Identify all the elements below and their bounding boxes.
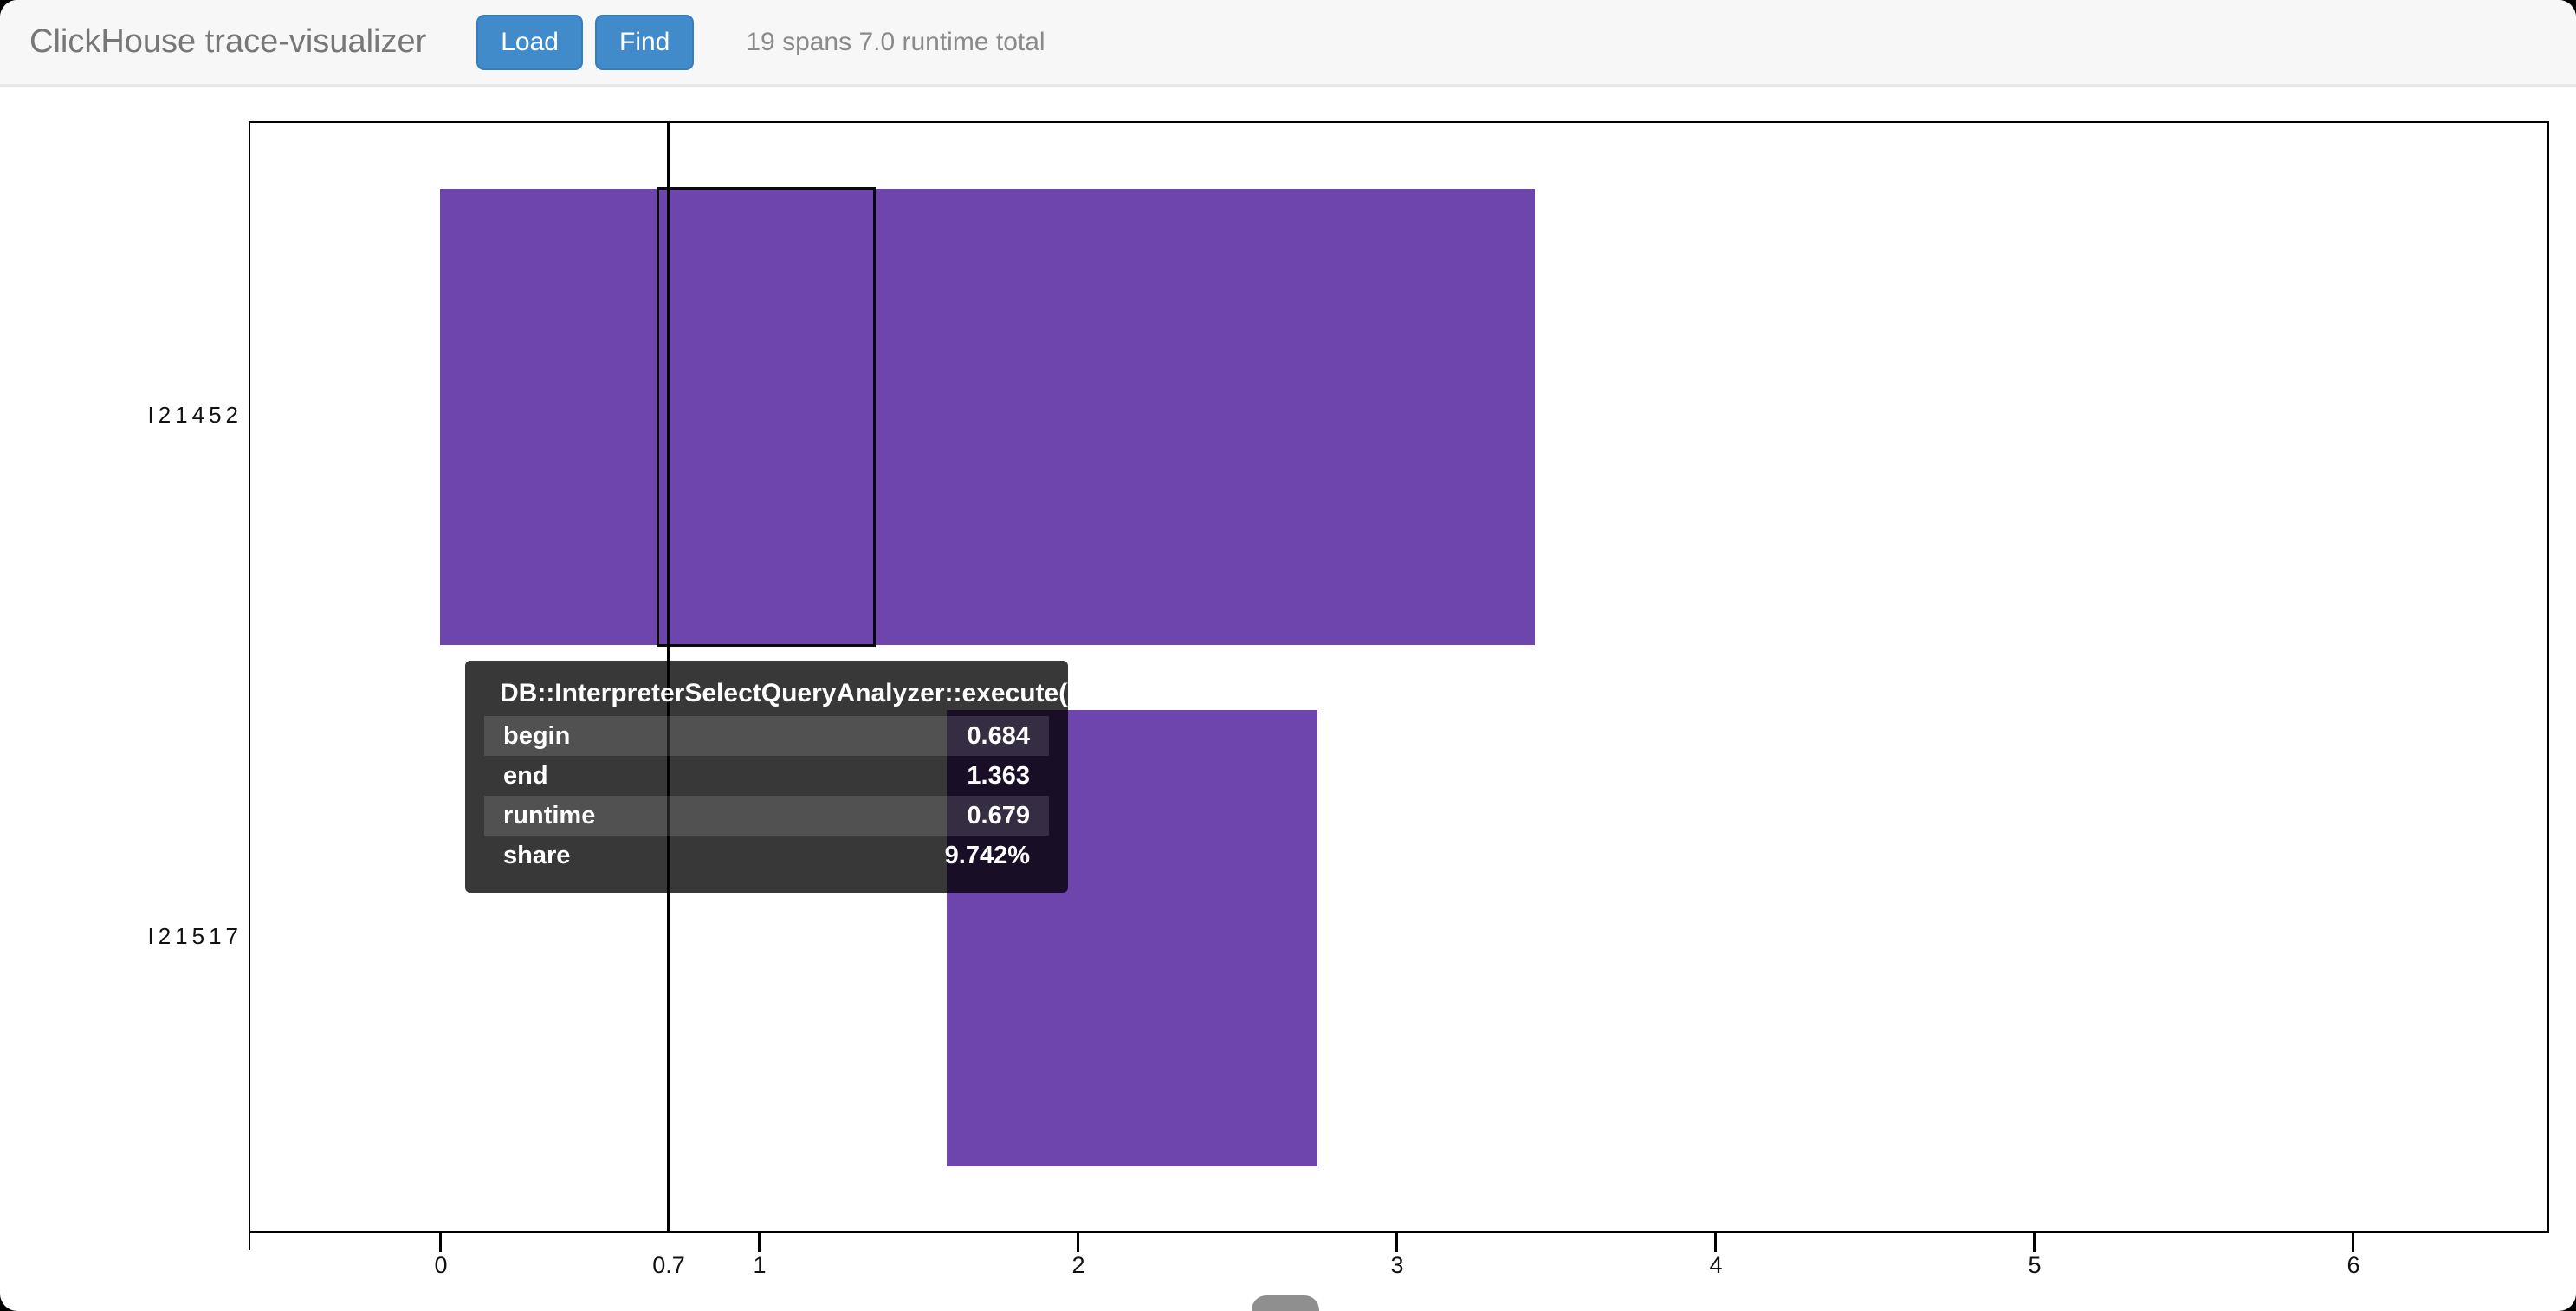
x-tick-mark-1 (758, 1233, 761, 1252)
x-tick-mark-4 (1714, 1233, 1717, 1252)
navbar: ClickHouse trace-visualizer Load Find 19… (0, 0, 2576, 87)
tooltip-row-runtime: runtime 0.679 (484, 796, 1049, 836)
axis-left-outer-tick (249, 1233, 250, 1250)
x-tick-label-3: 3 (1390, 1252, 1404, 1278)
tooltip-end-label: end (503, 761, 548, 790)
app-title: ClickHouse trace-visualizer (29, 23, 427, 60)
y-axis-label-thread-1: I21452 (147, 402, 243, 428)
x-tick-mark-3 (1395, 1233, 1398, 1252)
x-tick-label-0: 0 (434, 1252, 448, 1278)
x-tick-label-6: 6 (2346, 1252, 2360, 1278)
span-tooltip: DB::InterpreterSelectQueryAnalyzer::exec… (465, 661, 1077, 893)
tooltip-row-share: share 9.742% (484, 836, 1049, 875)
tooltip-share-value: 9.742% (944, 841, 1030, 869)
x-tick-label-5: 5 (2028, 1252, 2042, 1278)
x-tick-label-2: 2 (1071, 1252, 1085, 1278)
tooltip-row-end: end 1.363 (484, 756, 1049, 796)
y-axis-label-thread-2: I21517 (147, 923, 243, 949)
tooltip-begin-value: 0.684 (967, 721, 1030, 750)
x-tick-label-4: 4 (1709, 1252, 1723, 1278)
span-bar-thread-I21452[interactable] (440, 189, 1535, 645)
find-button[interactable]: Find (595, 14, 695, 70)
status-text: 19 spans 7.0 runtime total (746, 27, 1045, 56)
x-tick-label-1: 1 (753, 1252, 767, 1278)
x-cursor-label: 0.7 (652, 1252, 685, 1278)
load-button[interactable]: Load (476, 14, 583, 70)
tooltip-runtime-value: 0.679 (967, 801, 1030, 830)
tooltip-span-name: DB::InterpreterSelectQueryAnalyzer::exec… (500, 679, 1077, 707)
tooltip-share-label: share (503, 841, 571, 869)
x-tick-mark-2 (1077, 1233, 1079, 1252)
tooltip-row-begin: begin 0.684 (484, 716, 1049, 756)
x-tick-mark-6 (2352, 1233, 2354, 1252)
x-tick-mark-0 (439, 1233, 442, 1252)
tooltip-runtime-label: runtime (503, 801, 596, 830)
hovered-span-outline[interactable] (657, 187, 876, 647)
x-tick-mark-5 (2033, 1233, 2036, 1252)
tooltip-end-value: 1.363 (967, 761, 1030, 790)
horizontal-scrollbar-thumb[interactable] (1252, 1295, 1319, 1311)
tooltip-begin-label: begin (503, 721, 571, 750)
